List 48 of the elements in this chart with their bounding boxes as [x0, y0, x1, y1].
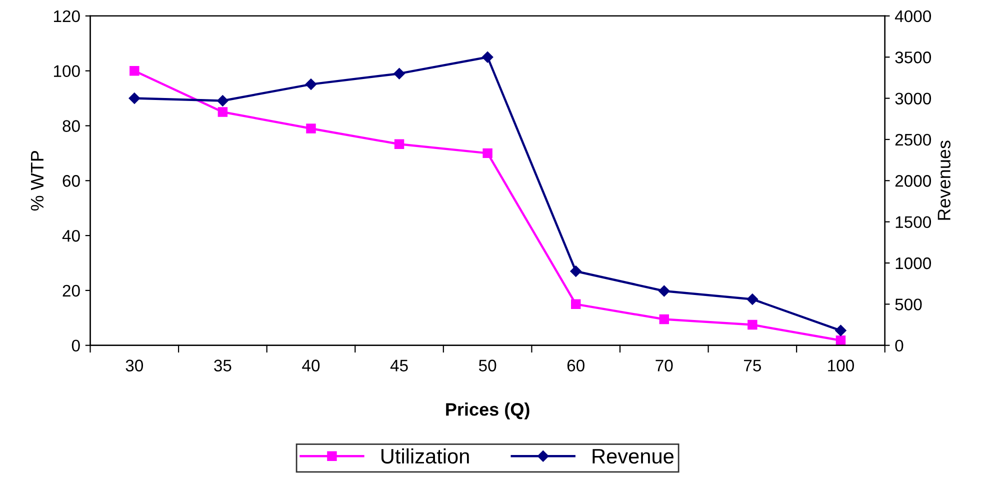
- y2-tick-label: 4000: [894, 10, 932, 22]
- point: [482, 52, 494, 63]
- point: [570, 266, 582, 277]
- y2-tick-label: 1000: [896, 257, 932, 270]
- y-tick-label: 20: [62, 284, 80, 297]
- y2-axis-title: Revenues: [938, 140, 950, 220]
- y-axis-title: % WTP: [30, 151, 44, 211]
- y-tick-label: 60: [62, 175, 80, 187]
- y-tick-label: 80: [62, 120, 80, 132]
- y2-tick-label: 0: [895, 340, 904, 352]
- x-tick-label: 50: [478, 360, 496, 372]
- point: [305, 78, 317, 90]
- point: [218, 107, 228, 117]
- y2-tick-label: 500: [895, 298, 922, 310]
- point: [835, 324, 846, 336]
- legend-label: Utilization: [381, 448, 469, 464]
- y2-tick-label: 2500: [895, 134, 932, 146]
- x-tick-label: 100: [828, 360, 854, 372]
- point: [217, 95, 228, 106]
- x-tick-label: 30: [126, 360, 144, 372]
- point: [570, 299, 581, 310]
- point: [130, 66, 140, 76]
- point: [748, 320, 758, 330]
- y-tick-label: 120: [54, 10, 80, 22]
- y2-tick-label: 3500: [895, 52, 932, 64]
- x-axis-title: Prices (Q): [446, 402, 530, 420]
- point: [128, 92, 140, 104]
- point: [746, 294, 758, 305]
- y2-tick-label: 3000: [895, 92, 932, 104]
- point: [306, 124, 316, 134]
- y-tick-label: 40: [62, 230, 80, 242]
- legend-label: Revenue: [592, 449, 674, 464]
- x-tick-label: 35: [214, 360, 232, 372]
- x-tick-label: 70: [656, 360, 673, 372]
- point: [482, 148, 492, 158]
- point: [836, 336, 846, 346]
- x-tick-label: 40: [302, 360, 320, 372]
- point: [394, 68, 405, 80]
- point: [659, 314, 669, 324]
- x-tick-label: 75: [744, 360, 761, 372]
- x-tick-label: 60: [567, 360, 584, 372]
- point: [394, 139, 404, 149]
- y-tick-label: 0: [72, 340, 80, 352]
- point: [658, 285, 670, 297]
- x-tick-label: 45: [390, 360, 408, 372]
- y-tick-label: 100: [54, 65, 80, 78]
- y2-tick-label: 1500: [896, 216, 932, 228]
- y2-tick-label: 2000: [895, 175, 932, 187]
